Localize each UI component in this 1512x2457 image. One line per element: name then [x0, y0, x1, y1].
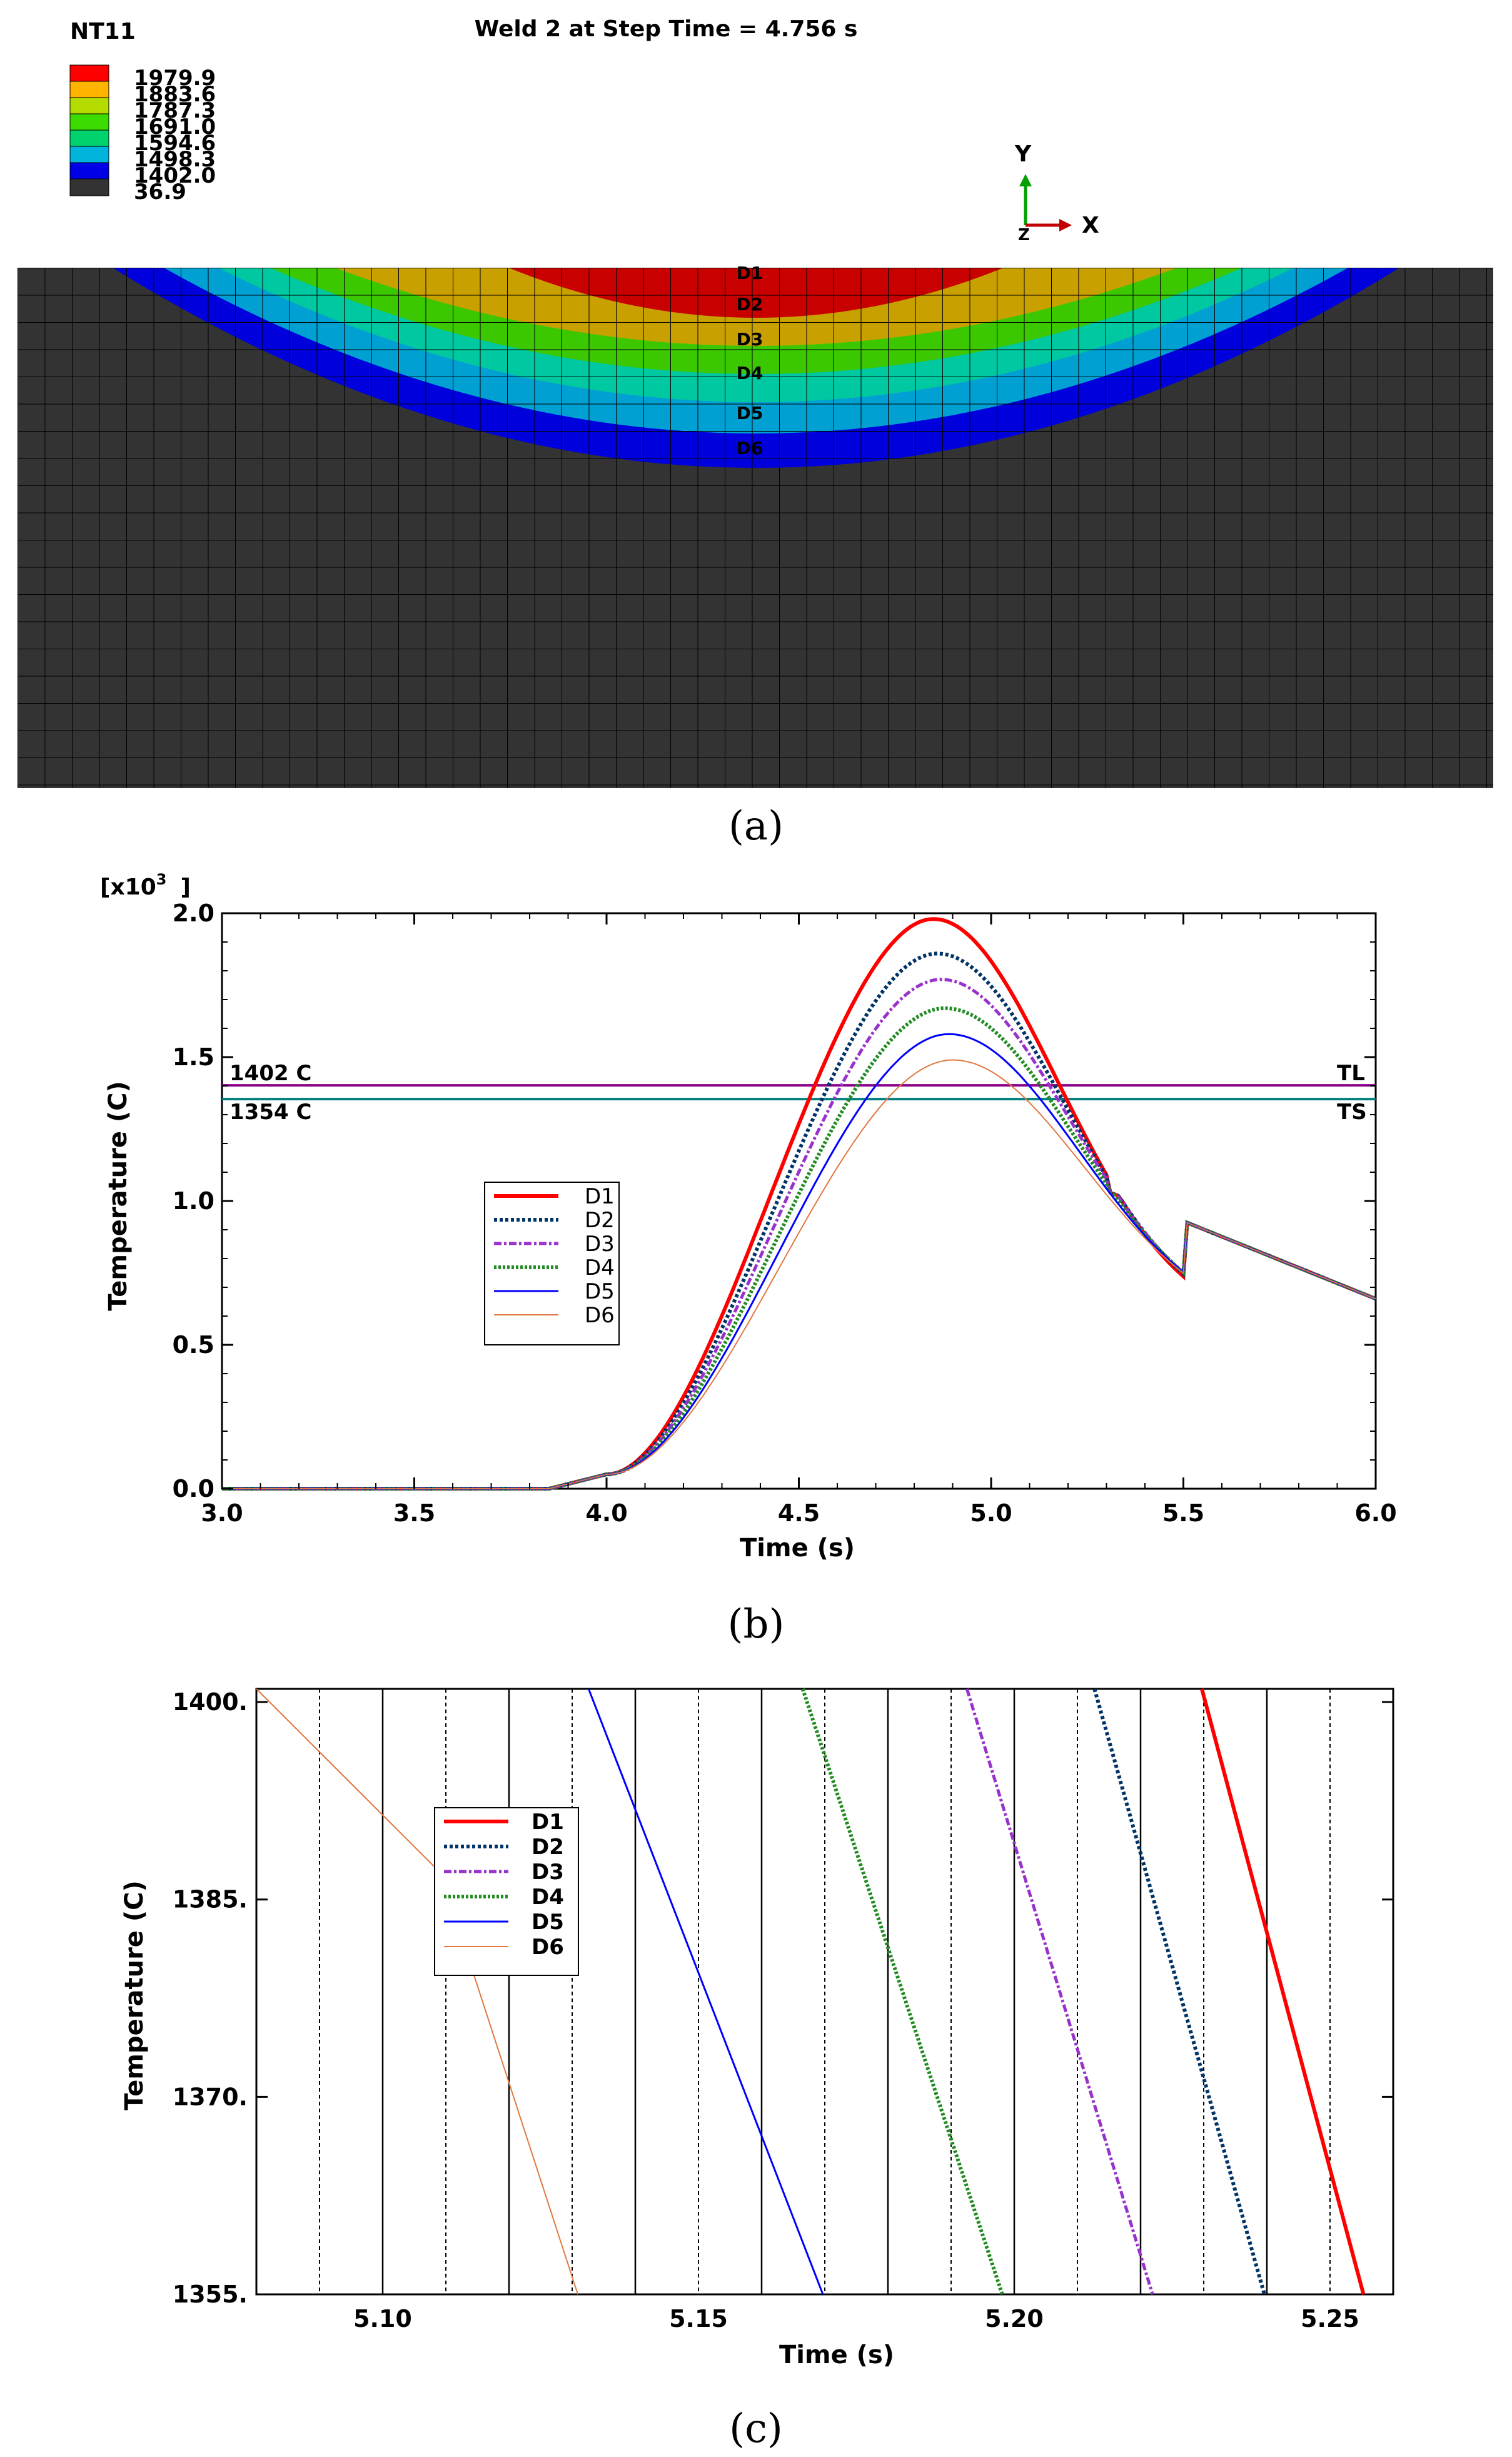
legend-b-box	[484, 1182, 620, 1345]
caption-a: (a)	[728, 803, 784, 849]
legend-c-label: D6	[532, 1935, 564, 1960]
legend-b-label: D5	[585, 1279, 615, 1304]
x-tick-label: 4.5	[778, 1499, 820, 1527]
limit-line-label: 1354 C	[229, 1100, 311, 1125]
legend-swatch	[69, 178, 109, 196]
plot-b-border	[221, 912, 1377, 1490]
x-tick-label-c: 5.20	[985, 2305, 1044, 2333]
x-axis-title-c: Time (s)	[779, 2341, 894, 2369]
legend-b-label: D6	[585, 1303, 615, 1328]
x-tick-label-c: 5.25	[1301, 2305, 1359, 2333]
y-tick-label-c: 1400.	[173, 1688, 248, 1716]
y-tick-label: 0.5	[173, 1331, 214, 1359]
y-tick-label: 2.0	[173, 899, 214, 927]
y-tick-label-c: 1370.	[173, 2083, 248, 2110]
y-arrowhead-icon	[1019, 174, 1032, 186]
axis-multiplier: [x103]	[100, 871, 191, 900]
series-line-c-d3	[965, 1688, 1154, 2295]
limit-lines: 1402 C TL 1354 C TS	[222, 1061, 1376, 1125]
y-tick-label: 1.5	[173, 1043, 214, 1071]
legend-b-label: D1	[585, 1184, 615, 1209]
plot-c-frame	[255, 1688, 1394, 2296]
panel-b: 1402 C TL 1354 C TS 3.0 3.5 4.0 4.5 5.0 5.5 6.0 0.…	[100, 871, 1397, 1648]
caption-c: (c)	[729, 2406, 783, 2452]
legend-value: 1979.9	[134, 66, 216, 91]
legend-c-label: D3	[532, 1860, 564, 1885]
legend-swatch	[69, 81, 109, 99]
series-line-c-d2	[1092, 1688, 1266, 2295]
legend-c-label: D2	[532, 1835, 564, 1860]
legend-swatch	[69, 97, 109, 115]
panel-a: NT11 Weld 2 at Step Time = 4.756 s 1979.…	[18, 16, 1493, 849]
x-tick-label: 4.0	[585, 1499, 627, 1527]
plot-b-frame	[221, 912, 1377, 1490]
x-tick-label: 5.5	[1162, 1499, 1204, 1527]
legend-value: 1691.0	[134, 114, 216, 139]
contour-variable-label: NT11	[70, 19, 136, 44]
legend-value: 36.9	[134, 180, 186, 205]
plot-c-series	[256, 1688, 1366, 2295]
caption-b: (b)	[728, 1601, 785, 1648]
depth-label: D1	[737, 263, 764, 283]
x-arrowhead-icon	[1059, 219, 1072, 231]
legend-swatch	[69, 146, 109, 164]
contour-legend: 1979.91883.61787.31691.01594.61498.31402…	[69, 64, 216, 205]
legend-swatch	[69, 129, 109, 148]
y-tick-label: 0.0	[173, 1475, 214, 1502]
depth-labels: D1 D2 D3 D4 D5 D6	[737, 263, 764, 458]
mesh-grid	[18, 268, 1493, 788]
legend-value: 1402.0	[134, 163, 216, 188]
legend-value: 1883.6	[134, 82, 216, 107]
depth-label: D5	[737, 403, 764, 423]
depth-label: D6	[737, 438, 764, 458]
x-tick-label: 3.0	[201, 1499, 243, 1527]
legend-c-label: D1	[532, 1810, 564, 1835]
legend-swatch	[69, 113, 109, 131]
triad-x-label: X	[1082, 213, 1099, 238]
series-line-c-d5	[587, 1688, 824, 2295]
x-axis-title-b: Time (s)	[740, 1534, 855, 1563]
plot-c-ticks: 5.10 5.15 5.20 5.25 1400. 1385. 1370. 1355.	[173, 1688, 1393, 2333]
x-tick-label-c: 5.10	[353, 2305, 412, 2333]
y-tick-label-c: 1355.	[173, 2281, 248, 2308]
plot-b-ticks: 3.0 3.5 4.0 4.5 5.0 5.5 6.0 0.0 0.5 1.0 1.5 2.0	[173, 899, 1397, 1527]
limit-line-label: 1402 C	[229, 1061, 311, 1086]
limit-line-tag: TS	[1337, 1100, 1367, 1125]
x-tick-label: 6.0	[1354, 1499, 1396, 1527]
contour-plot-title: Weld 2 at Step Time = 4.756 s	[475, 16, 858, 42]
depth-label: D2	[737, 294, 764, 315]
series-line-c-d4	[800, 1688, 1004, 2295]
triad-z-label: Z	[1018, 226, 1030, 245]
legend-value: 1498.3	[134, 147, 216, 172]
y-tick-label-c: 1385.	[173, 1886, 248, 1913]
y-axis-title-c: Temperature (C)	[120, 1880, 149, 2110]
legend-b-label: D4	[585, 1255, 615, 1280]
legend-swatch	[69, 64, 109, 83]
legend-b-label: D2	[585, 1208, 615, 1233]
legend-c-box	[434, 1807, 579, 1976]
legend-value: 1594.6	[134, 131, 216, 156]
panel-c: 5.10 5.15 5.20 5.25 1400. 1385. 1370. 1355. Tim…	[120, 1688, 1394, 2452]
x-tick-label: 3.5	[393, 1499, 435, 1527]
legend-c-label: D4	[532, 1885, 564, 1910]
depth-label: D4	[737, 363, 764, 383]
y-axis-title-b: Temperature (C)	[104, 1081, 133, 1311]
x-tick-label: 5.0	[970, 1499, 1012, 1527]
depth-label: D3	[737, 329, 764, 350]
legend-swatch	[69, 162, 109, 180]
limit-line-tag: TL	[1337, 1061, 1365, 1086]
legend-b-label: D3	[585, 1232, 615, 1257]
axis-triad: Y X Z	[1014, 141, 1099, 245]
legend-c-label: D5	[532, 1910, 564, 1935]
triad-y-label: Y	[1014, 141, 1032, 167]
legend-value: 1787.3	[134, 98, 216, 123]
x-tick-label-c: 5.15	[669, 2305, 728, 2333]
y-tick-label: 1.0	[173, 1187, 214, 1215]
series-line-c-d1	[1200, 1688, 1366, 2295]
